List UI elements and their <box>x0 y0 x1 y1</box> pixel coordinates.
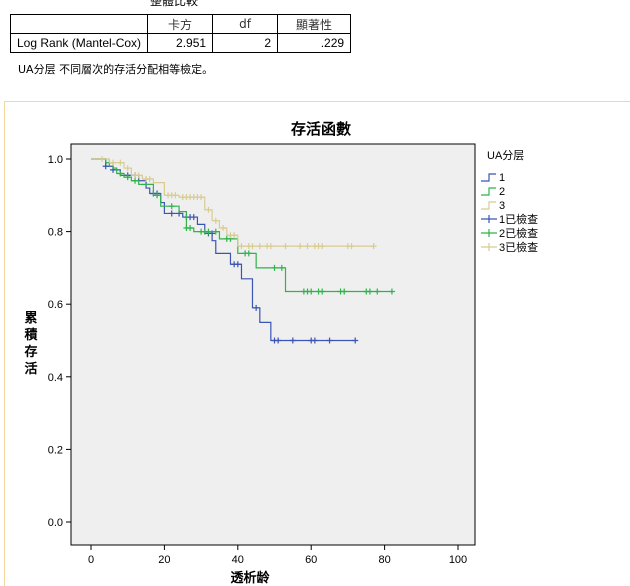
censor-mark-3 <box>249 243 256 250</box>
censor-mark-2 <box>154 192 161 199</box>
censor-mark-1 <box>352 337 359 344</box>
censor-mark-1 <box>190 214 197 221</box>
censor-mark-3 <box>172 192 179 199</box>
censor-mark-3 <box>198 194 205 201</box>
header-chi-square: 卡方 <box>147 14 214 34</box>
header-empty <box>9 14 149 34</box>
y-axis-label-char: 活 <box>24 361 37 377</box>
censor-mark-2 <box>245 250 252 257</box>
legend-censor-label-2: 2已檢查 <box>499 226 538 240</box>
chart-container: 存活函數 0 20 40 60 80 100 0.0 0.2 0.4 0.6 0.8 1.0 透析龄 … <box>4 101 630 586</box>
legend-line-2 <box>481 187 496 196</box>
legend-censor-label-3: 3已檢查 <box>499 240 538 254</box>
censor-mark-3 <box>304 243 311 250</box>
table-header-row: 卡方 df 顯著性 <box>9 14 352 34</box>
chi-square-value: 2.951 <box>147 33 214 53</box>
censor-mark-3 <box>220 224 227 231</box>
censor-mark-2 <box>168 203 175 210</box>
x-tick-label: 20 <box>158 554 170 566</box>
table-footnote: UA分层 不同層次的存活分配相等檢定。 <box>18 63 214 76</box>
logrank-table: 卡方 df 顯著性 Log Rank (Mantel-Cox) 2.951 2 … <box>9 14 352 53</box>
header-df: df <box>212 14 279 34</box>
legend-title: UA分层 <box>487 149 524 162</box>
censor-mark-2 <box>187 224 194 231</box>
legend-line-1 <box>481 173 496 182</box>
censor-mark-2 <box>212 228 219 235</box>
censor-mark-3 <box>231 232 238 239</box>
censor-mark-3 <box>282 243 289 250</box>
significance-value: .229 <box>277 33 352 53</box>
y-tick-label: 0.8 <box>48 227 63 239</box>
row-label: Log Rank (Mantel-Cox) <box>9 33 149 53</box>
chart-title: 存活函數 <box>291 120 351 138</box>
y-tick-label: 1.0 <box>48 154 63 166</box>
censor-mark-2 <box>278 264 285 271</box>
censor-mark-3 <box>117 159 124 166</box>
censor-mark-2 <box>132 177 139 184</box>
censor-mark-3 <box>110 159 117 166</box>
df-value: 2 <box>212 33 279 53</box>
x-axis-label: 透析龄 <box>230 570 270 586</box>
censor-mark-3 <box>146 175 153 182</box>
censor-mark-3 <box>238 243 245 250</box>
legend-label-3: 3 <box>499 200 505 212</box>
table-caption: 整體比較 <box>150 0 199 8</box>
censor-mark-1 <box>253 304 260 311</box>
censor-mark-2 <box>117 170 124 177</box>
censor-mark-3 <box>256 243 263 250</box>
y-tick-label: 0.2 <box>48 444 63 456</box>
censor-mark-2 <box>205 228 212 235</box>
x-tick-label: 80 <box>378 554 390 566</box>
censor-mark-3 <box>135 172 142 179</box>
x-tick-label: 40 <box>232 554 244 566</box>
legend-label-1: 1 <box>499 172 505 184</box>
censor-mark-3 <box>297 243 304 250</box>
x-tick-label: 60 <box>305 554 317 566</box>
y-axis-label-char: 積 <box>23 327 38 343</box>
censor-mark-1 <box>168 210 175 217</box>
table-row: Log Rank (Mantel-Cox) 2.951 2 .229 <box>9 33 352 53</box>
censor-mark-3 <box>99 156 106 162</box>
censor-mark-3 <box>319 243 326 250</box>
legend-censor-3 <box>481 243 497 251</box>
censor-mark-2 <box>366 288 373 295</box>
censor-mark-1 <box>289 337 296 344</box>
censor-mark-1 <box>234 261 241 268</box>
censor-mark-3 <box>205 206 212 213</box>
y-axis-label-char: 存 <box>24 344 37 360</box>
header-significance: 顯著性 <box>277 14 352 34</box>
y-tick-label: 0.6 <box>48 299 63 311</box>
censor-mark-1 <box>326 337 333 344</box>
censor-mark-2 <box>124 174 131 181</box>
censor-mark-2 <box>388 288 395 295</box>
censor-mark-3 <box>212 217 219 224</box>
censor-mark-3 <box>370 243 377 250</box>
censor-mark-1 <box>275 337 282 344</box>
censor-mark-3 <box>124 165 131 172</box>
legend-censor-1 <box>481 215 497 223</box>
legend-censor-label-1: 1已檢查 <box>499 212 538 226</box>
censor-mark-2 <box>308 288 315 295</box>
y-axis-label-char: 累 <box>24 310 37 326</box>
y-tick-label: 0.0 <box>48 517 63 529</box>
censor-mark-3 <box>348 243 355 250</box>
censor-mark-1 <box>102 163 109 170</box>
plot-area <box>70 143 476 546</box>
x-tick-label: 0 <box>88 554 94 566</box>
survival-line-2 <box>91 158 392 293</box>
censor-mark-1 <box>311 337 318 344</box>
x-tick-label: 100 <box>449 554 467 566</box>
legend-censor-2 <box>481 229 497 237</box>
legend-label-2: 2 <box>499 186 505 198</box>
y-tick-label: 0.4 <box>48 372 63 384</box>
legend-line-3 <box>481 201 496 210</box>
censor-mark-2 <box>319 288 326 295</box>
censor-mark-3 <box>267 243 274 250</box>
censor-mark-2 <box>271 264 278 271</box>
censor-mark-2 <box>341 288 348 295</box>
censor-mark-2 <box>374 288 381 295</box>
